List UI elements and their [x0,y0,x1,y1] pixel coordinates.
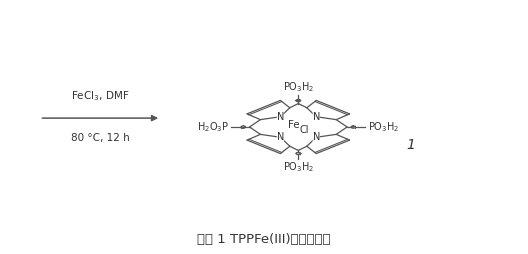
Text: PO$_3$H$_2$: PO$_3$H$_2$ [368,120,399,134]
Text: N: N [313,112,320,122]
Text: H$_2$O$_3$P: H$_2$O$_3$P [196,120,229,134]
Text: N: N [277,132,284,142]
Text: Fe: Fe [288,120,300,130]
Text: Cl: Cl [300,125,309,135]
Text: 方案 1 TPPFe(III)合成示意图: 方案 1 TPPFe(III)合成示意图 [197,233,331,246]
Text: 1: 1 [407,138,416,152]
Text: 80 °C, 12 h: 80 °C, 12 h [71,133,130,143]
Text: PO$_3$H$_2$: PO$_3$H$_2$ [282,161,314,174]
Text: PO$_3$H$_2$: PO$_3$H$_2$ [282,80,314,93]
Text: N: N [313,132,320,142]
Text: FeCl$_3$, DMF: FeCl$_3$, DMF [71,89,129,103]
Text: N: N [277,112,284,122]
